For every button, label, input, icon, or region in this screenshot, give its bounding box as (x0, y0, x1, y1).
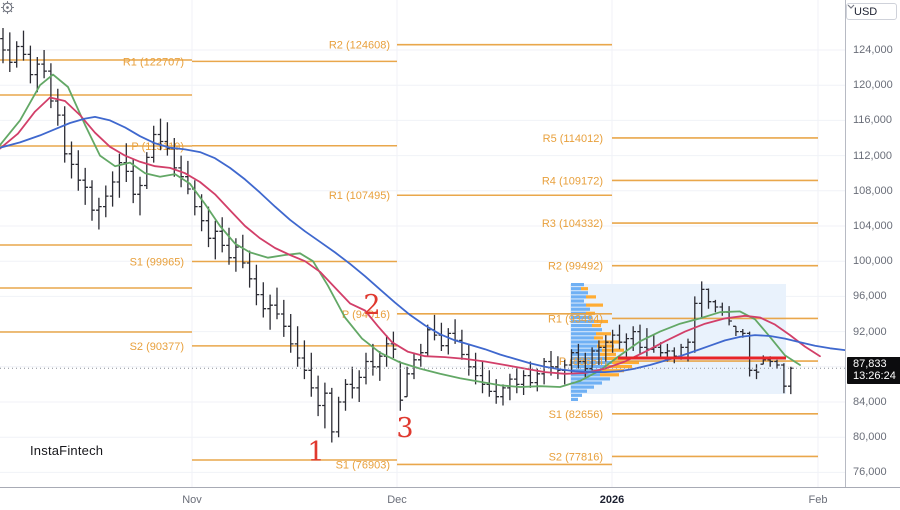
volume-row-buy (571, 344, 597, 348)
volume-row-buy (571, 324, 592, 328)
wave-label[interactable]: 1 (307, 437, 324, 468)
bar-countdown: 13:26:24 (853, 370, 896, 382)
fast-ma-line (0, 73, 801, 388)
brand-watermark: InstaFintech (30, 443, 104, 458)
currency-selector-value: USD (854, 5, 878, 18)
time-tick-label: 2026 (599, 494, 625, 506)
volume-row-sell (600, 373, 619, 377)
volume-row-buy (571, 295, 586, 299)
last-price-value: 87,833 (853, 358, 887, 370)
pivot-label: S2 (77816) (549, 451, 603, 463)
volume-row-buy (571, 340, 598, 344)
pivot-label: R1 (122707) (123, 56, 184, 68)
price-tick-label: 100,000 (853, 255, 893, 267)
time-tick-label: Nov (182, 494, 202, 506)
volume-row-buy (571, 365, 607, 369)
volume-row-buy (571, 299, 584, 303)
volume-row-sell (581, 287, 588, 291)
price-tick-label: 112,000 (853, 150, 892, 162)
pivot-label: S1 (99965) (130, 257, 184, 269)
volume-row-buy (571, 348, 602, 352)
volume-row-buy (571, 307, 590, 311)
pivot-label: R3 (104332) (542, 218, 603, 230)
volume-row-buy (571, 381, 602, 385)
volume-row-sell (607, 365, 632, 369)
volume-row-buy (571, 377, 610, 381)
volume-row-sell (594, 336, 603, 340)
pivot-label: S1 (76903) (336, 459, 390, 471)
volume-row-sell (586, 295, 596, 299)
volume-row-sell (600, 352, 616, 356)
slow-ma-line (0, 116, 846, 374)
time-axis[interactable]: Nov Dec 2026 Feb (0, 487, 900, 510)
volume-row-sell (596, 332, 611, 336)
time-tick-label: Feb (808, 494, 828, 506)
volume-row-buy (571, 393, 582, 397)
volume-row-sell (602, 369, 624, 373)
price-tick-label: 80,000 (853, 431, 887, 443)
price-tick-label: 92,000 (853, 326, 887, 338)
pivot-label: R4 (109172) (542, 175, 603, 187)
volume-row-sell (612, 360, 639, 365)
pivot-label: R1 (93494) (548, 313, 603, 325)
price-tick-label: 96,000 (853, 290, 887, 302)
medium-ma-line (0, 96, 821, 375)
volume-row-buy (571, 315, 592, 319)
time-tick-label: Dec (387, 494, 407, 506)
chart-gridlines (0, 0, 845, 487)
volume-row-buy (571, 389, 587, 393)
price-tick-label: 120,000 (853, 79, 893, 91)
currency-selector[interactable]: USD (846, 3, 897, 20)
volume-row-buy (571, 328, 602, 332)
price-axis[interactable]: 87,833 13:26:24 124,000 120,000 116,000 112… (845, 0, 900, 487)
last-price-badge: 87,833 13:26:24 (847, 357, 900, 384)
price-tick-label: 76,000 (853, 466, 887, 478)
volume-row-buy (571, 319, 594, 324)
pivot-label: R2 (124608) (329, 40, 390, 52)
volume-row-buy (571, 397, 578, 401)
pivot-label: P (113119) (131, 141, 184, 153)
price-tick-label: 124,000 (853, 44, 893, 56)
volume-row-buy (571, 287, 581, 291)
pivot-label: R2 (99492) (548, 261, 603, 273)
volume-row-buy (571, 303, 586, 307)
volume-row-buy (571, 332, 596, 336)
volume-row-buy (571, 336, 594, 340)
pivot-label: S1 (82656) (549, 409, 603, 421)
chevron-down-icon (847, 4, 855, 9)
pivot-label: R5 (114012) (543, 133, 603, 145)
pivot-label: P (94016) (342, 309, 390, 321)
price-tick-label: 116,000 (853, 114, 892, 126)
price-tick-label: 84,000 (853, 396, 887, 408)
volume-row-buy (571, 291, 588, 295)
volume-row-sell (586, 303, 603, 307)
volume-row-buy (571, 356, 605, 360)
volume-row-buy (571, 283, 584, 287)
price-tick-label: 108,000 (853, 185, 893, 197)
wave-label[interactable]: 3 (396, 413, 413, 444)
volume-row-buy (571, 385, 594, 389)
pivot-label: S2 (90377) (130, 341, 184, 353)
wave-label[interactable]: 2 (363, 290, 380, 321)
pivot-label: R1 (107495) (329, 190, 390, 202)
volume-row-buy (571, 369, 602, 373)
volume-row-sell (592, 324, 601, 328)
settings-gear-icon[interactable] (0, 0, 15, 15)
price-tick-label: 104,000 (853, 220, 893, 232)
volume-row-sell (594, 319, 608, 324)
